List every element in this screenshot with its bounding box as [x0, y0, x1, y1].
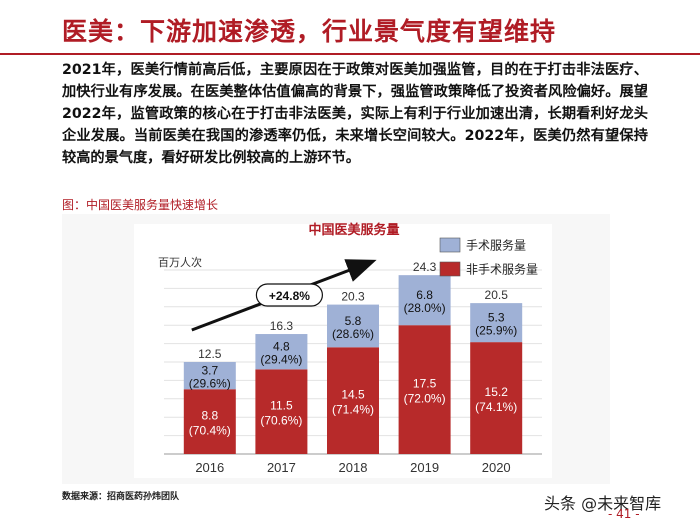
label-surgical-share-2018: (28.6%) — [332, 327, 374, 341]
label-nonsurgical-share-2020: (74.1%) — [475, 400, 517, 414]
label-nonsurgical-value-2019: 17.5 — [413, 377, 437, 391]
label-surgical-value-2019: 6.8 — [416, 288, 433, 302]
label-nonsurgical-value-2017: 11.5 — [270, 399, 293, 413]
bar-surgical-2016 — [183, 362, 236, 390]
cagr-label: +24.8% — [269, 289, 310, 303]
title-divider — [0, 53, 700, 55]
bar-group — [183, 275, 523, 454]
label-nonsurgical-value-2018: 14.5 — [341, 388, 365, 402]
label-surgical-share-2016: (29.6%) — [189, 377, 231, 391]
bar-surgical-2017 — [255, 334, 308, 370]
x-tick-2019: 2019 — [410, 460, 439, 475]
bar-nonsurgical-2017 — [255, 369, 308, 454]
label-total-2016: 12.5 — [198, 347, 222, 361]
service-volume-chart: 中国医美服务量百万人次手术服务量非手术服务量8.8(70.4%)20163.7(… — [134, 222, 552, 478]
bar-surgical-2020 — [470, 303, 523, 343]
page-number: - 41 - — [608, 507, 640, 521]
legend-swatch-1 — [439, 237, 461, 253]
label-surgical-value-2017: 4.8 — [273, 340, 290, 354]
bar-nonsurgical-2019 — [398, 325, 451, 454]
label-surgical-value-2020: 5.3 — [488, 311, 505, 325]
x-tick-2018: 2018 — [339, 460, 368, 475]
label-nonsurgical-share-2019: (72.0%) — [404, 392, 446, 406]
label-nonsurgical-value-2020: 15.2 — [485, 385, 509, 399]
label-nonsurgical-value-2016: 8.8 — [201, 409, 218, 423]
bar-surgical-2018 — [327, 304, 379, 348]
x-tick-2017: 2017 — [267, 460, 296, 475]
annotation-group: +24.8% — [191, 259, 377, 332]
legend-swatch-2 — [439, 261, 461, 277]
data-source: 数据来源：招商医药孙炜团队 — [62, 492, 180, 502]
chart-title: 中国医美服务量 — [308, 222, 399, 237]
label-total-2017: 16.3 — [270, 319, 294, 333]
label-total-2018: 20.3 — [341, 290, 365, 304]
label-surgical-share-2019: (28.0%) — [404, 301, 446, 315]
label-group: 中国医美服务量百万人次手术服务量非手术服务量8.8(70.4%)20163.7(… — [158, 222, 538, 475]
x-tick-2020: 2020 — [482, 460, 511, 475]
chart-panel: 中国医美服务量 百万人次 手术服务量 非手术服务量 8.8 (70.4%) 2016 3.7(… — [62, 214, 610, 484]
label-surgical-value-2016: 3.7 — [201, 364, 218, 378]
label-surgical-share-2020: (25.9%) — [475, 324, 517, 338]
cagr-badge — [255, 283, 323, 307]
label-nonsurgical-share-2016: (70.4%) — [189, 424, 231, 438]
label-nonsurgical-share-2017: (70.6%) — [260, 414, 302, 428]
body-paragraph: 2021年，医美行情前高后低，主要原因在于政策对医美加强监管，目的在于打击非法医… — [62, 62, 648, 166]
label-total-2019: 24.3 — [413, 260, 437, 274]
label-nonsurgical-share-2018: (71.4%) — [332, 403, 374, 417]
x-tick-2016: 2016 — [195, 460, 224, 475]
y-axis-label: 百万人次 — [158, 255, 202, 269]
label-surgical-share-2017: (29.4%) — [260, 353, 302, 367]
label-surgical-value-2018: 5.8 — [345, 314, 362, 328]
label-total-2020: 20.5 — [485, 288, 509, 302]
page-title: 医美：下游加速渗透，行业景气度有望维持 — [62, 17, 557, 46]
legend-label-1: 手术服务量 — [466, 238, 526, 253]
bar-nonsurgical-2020 — [470, 342, 523, 454]
bar-nonsurgical-2016 — [183, 389, 236, 454]
figure-caption: 图：中国医美服务量快速增长 — [62, 198, 219, 212]
legend-label-2: 非手术服务量 — [466, 262, 538, 277]
bar-nonsurgical-2018 — [327, 347, 379, 454]
watermark: 头条 @未来智库 — [540, 490, 666, 514]
bar-surgical-2019 — [398, 275, 451, 326]
